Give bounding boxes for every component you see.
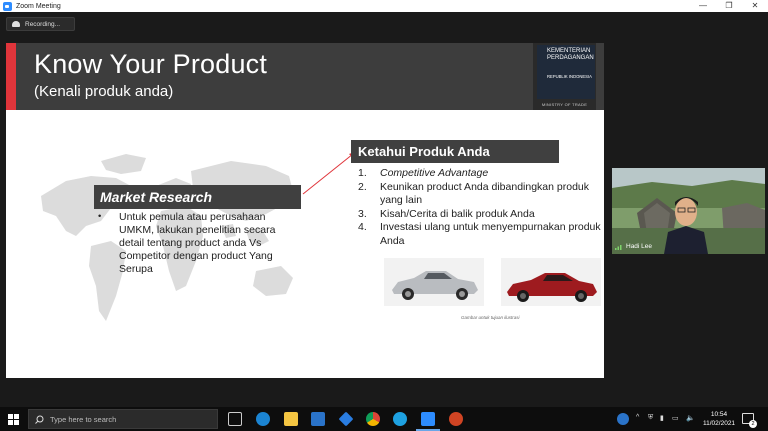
clock-time: 10:54 <box>710 411 728 418</box>
slide-title: Know Your Product <box>34 49 268 79</box>
know-product-banner <box>351 140 559 163</box>
dropbox-icon[interactable] <box>338 411 354 427</box>
bullet-point: • <box>98 211 102 222</box>
task-view-icon[interactable] <box>228 412 242 426</box>
recording-label: Recording... <box>25 20 61 28</box>
clock-date: 11/02/2021 <box>703 420 736 427</box>
defender-icon[interactable]: ⛨ <box>648 414 654 421</box>
participant-video-tile[interactable]: Hadi Lee <box>612 168 765 254</box>
notification-count-badge: 2 <box>749 420 757 428</box>
windows-taskbar: Type here to search ^ ⛨ ▮ ▭ 🔈 10:54 11/0… <box>0 407 768 431</box>
list-item-text: Investasi ulang untuk menyempurnakan pro… <box>380 221 601 247</box>
tray-app-icon[interactable] <box>617 413 629 425</box>
list-item: 2. Keunikan product Anda dibandingkan pr… <box>358 181 603 208</box>
maximize-button[interactable]: ❐ <box>725 1 733 10</box>
slide-subtitle: (Kenali produk anda) <box>34 83 174 100</box>
red-car-image <box>501 258 601 306</box>
notification-icon[interactable] <box>742 413 754 424</box>
show-hidden-icons-icon[interactable]: ^ <box>636 414 640 421</box>
signal-strength-icon <box>615 245 622 250</box>
ministry-name: KEMENTERIAN PERDAGANGAN <box>547 48 594 61</box>
list-item-number: 4. <box>358 221 367 233</box>
close-button[interactable]: ✕ <box>751 1 759 10</box>
edge-icon[interactable] <box>256 412 270 426</box>
list-item-text: Kisah/Cerita di balik produk Anda <box>380 207 535 220</box>
window-titlebar: Zoom Meeting — ❐ ✕ <box>0 0 768 12</box>
image-caption: Gambar untuk tujuan ilustrasi <box>461 315 520 320</box>
know-product-list: 1. Competitive Advantage 2. Keunikan pro… <box>358 167 603 248</box>
list-item-text: Keunikan product Anda dibandingkan produ… <box>380 180 589 207</box>
slide-header <box>6 43 604 110</box>
market-research-heading: Market Research <box>100 189 213 205</box>
mail-icon[interactable] <box>311 412 325 426</box>
shared-slide: Know Your Product (Kenali produk anda) K… <box>6 43 604 378</box>
powerpoint-icon[interactable] <box>449 412 463 426</box>
usb-icon[interactable]: ▮ <box>660 415 664 422</box>
search-icon <box>35 415 44 424</box>
list-item-number: 2. <box>358 180 367 193</box>
silver-car-image <box>384 258 484 306</box>
ie-icon[interactable] <box>393 412 407 426</box>
zoom-logo-icon <box>3 1 12 11</box>
list-item-number: 3. <box>358 207 367 220</box>
chrome-icon[interactable] <box>366 412 380 426</box>
window-controls: — ❐ ✕ <box>690 0 768 12</box>
ministry-line-2: PERDAGANGAN <box>547 54 594 61</box>
ministry-logo: KEMENTERIAN PERDAGANGAN REPUBLIK INDONES… <box>537 45 595 99</box>
active-app-indicator <box>416 429 440 431</box>
list-item: 4. Investasi ulang untuk menyempurnakan … <box>358 221 603 248</box>
cloud-recording-icon <box>12 21 20 27</box>
ministry-line-3: REPUBLIK INDONESIA <box>547 74 592 79</box>
ministry-footer: MINISTRY OF TRADE <box>541 102 588 107</box>
ministry-line-1: KEMENTERIAN <box>547 48 591 54</box>
recording-indicator[interactable]: Recording... <box>6 17 75 31</box>
zoom-icon[interactable] <box>421 412 435 426</box>
participant-name: Hadi Lee <box>626 243 653 250</box>
participant-video <box>612 168 765 254</box>
header-accent-bar <box>6 43 16 110</box>
know-product-heading: Ketahui Produk Anda <box>358 144 490 159</box>
window-title: Zoom Meeting <box>16 2 61 10</box>
battery-icon[interactable]: ▭ <box>672 415 679 422</box>
search-placeholder: Type here to search <box>50 414 117 424</box>
file-explorer-icon[interactable] <box>284 412 298 426</box>
ministry-logo-block: KEMENTERIAN PERDAGANGAN REPUBLIK INDONES… <box>533 43 596 110</box>
list-item-text: Competitive Advantage <box>380 167 489 179</box>
list-item: 3. Kisah/Cerita di balik produk Anda <box>358 208 603 222</box>
market-research-text: Untuk pemula atau perusahaan UMKM, lakuk… <box>119 211 276 275</box>
list-item-number: 1. <box>358 167 367 179</box>
windows-start-icon[interactable] <box>8 414 19 425</box>
minimize-button[interactable]: — <box>699 1 707 10</box>
list-item: 1. Competitive Advantage <box>358 167 603 181</box>
taskbar-search-input[interactable]: Type here to search <box>28 409 218 429</box>
market-research-banner <box>94 185 301 209</box>
taskbar-clock[interactable]: 10:54 11/02/2021 <box>703 410 735 428</box>
volume-icon[interactable]: 🔈 <box>686 415 695 422</box>
